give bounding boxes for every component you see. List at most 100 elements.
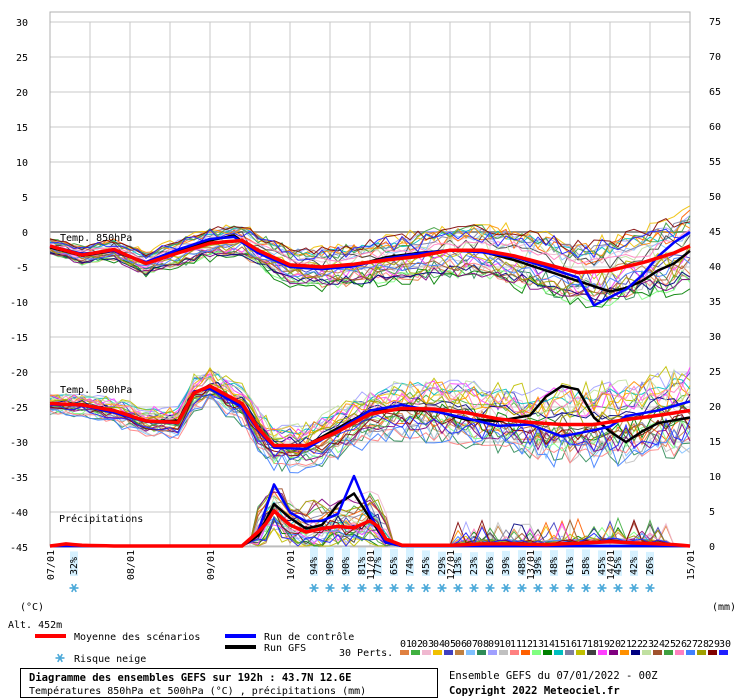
chart-labels: Temp. 850hPa Temp. 500hPa Précipitations… bbox=[8, 233, 736, 631]
member-t500-line bbox=[49, 388, 691, 454]
right-tick-label: 75 bbox=[709, 17, 721, 28]
legend-snow-label: Risque neige bbox=[74, 654, 146, 665]
right-tick-label: 65 bbox=[709, 87, 721, 98]
pert-color-swatch bbox=[422, 650, 431, 655]
snow-risk-label: 77% bbox=[373, 557, 384, 575]
snowflake-icon bbox=[389, 583, 399, 593]
pert-color-swatch bbox=[642, 650, 651, 655]
pert-number: 12 bbox=[521, 639, 533, 650]
main-series bbox=[49, 230, 691, 548]
pert-number: 08 bbox=[477, 639, 489, 650]
right-tick-label: 45 bbox=[709, 227, 721, 238]
pert-number: 23 bbox=[642, 639, 654, 650]
pert-color-swatch bbox=[521, 650, 530, 655]
pert-number: 11 bbox=[510, 639, 522, 650]
pert-number: 26 bbox=[675, 639, 687, 650]
left-tick-label: 25 bbox=[16, 53, 28, 64]
altitude-label: Alt. 452m bbox=[8, 620, 62, 631]
snow-risk-bar bbox=[454, 552, 462, 576]
pert-color-swatch bbox=[400, 650, 409, 655]
label-precip: Précipitations bbox=[59, 513, 143, 525]
x-tick-label: 14/01 bbox=[606, 550, 617, 580]
pert-number: 20 bbox=[609, 639, 621, 650]
legend-perts-label: 30 Perts. bbox=[339, 648, 393, 659]
snow-risk-label: 42% bbox=[629, 557, 640, 575]
pert-number: 04 bbox=[433, 639, 445, 650]
label-t850: Temp. 850hPa bbox=[60, 233, 132, 244]
right-tick-label: 30 bbox=[709, 332, 721, 343]
snow-risk-label: 58% bbox=[581, 557, 592, 575]
right-tick-label: 25 bbox=[709, 367, 721, 378]
snowflake-icon bbox=[437, 583, 447, 593]
snowflake-icon bbox=[565, 583, 575, 593]
left-tick-label: 30 bbox=[16, 18, 28, 29]
snow-risk-label: 26% bbox=[645, 557, 656, 575]
snow-risk-bar bbox=[486, 551, 494, 576]
left-tick-label: 10 bbox=[16, 158, 28, 169]
pert-color-swatch bbox=[609, 650, 618, 655]
legend-mean-label: Moyenne des scénarios bbox=[74, 631, 200, 643]
right-tick-label: 50 bbox=[709, 192, 721, 203]
snow-risk-label: 90% bbox=[325, 557, 336, 575]
pert-number: 22 bbox=[631, 639, 643, 650]
pert-color-swatch bbox=[455, 650, 464, 655]
pert-color-swatch bbox=[477, 650, 486, 655]
snow-risk-bar bbox=[390, 548, 398, 576]
x-tick-label: 07/01 bbox=[46, 550, 57, 580]
member-t500-line bbox=[49, 395, 691, 460]
x-tick-label: 09/01 bbox=[206, 550, 217, 580]
snowflake-icon bbox=[517, 583, 527, 593]
right-unit-label: (mm) bbox=[712, 602, 736, 613]
footer-copyright: Copyright 2022 Meteociel.fr bbox=[449, 685, 620, 697]
snow-risk-bar bbox=[374, 547, 382, 576]
pert-number: 10 bbox=[499, 639, 511, 650]
snow-risk-bar bbox=[70, 551, 78, 576]
right-tick-label: 15 bbox=[709, 437, 721, 448]
snowflake-icon bbox=[469, 583, 479, 593]
pert-color-swatch bbox=[565, 650, 574, 655]
pert-color-swatch bbox=[433, 650, 442, 655]
x-tick-label: 13/01 bbox=[526, 550, 537, 580]
snowflake-icon bbox=[55, 653, 65, 663]
snowflake-icon bbox=[357, 583, 367, 593]
snow-risk-row: 32% 94% 90% 90% 81% 77% 65% 74% 45% 29% 13% 23% 26% 3… bbox=[69, 546, 656, 593]
snowflake-icon bbox=[309, 583, 319, 593]
left-tick-label: -45 bbox=[10, 543, 28, 554]
snowflake-icon bbox=[645, 583, 655, 593]
snow-risk-label: 74% bbox=[405, 557, 416, 575]
member-t500-line bbox=[49, 392, 691, 474]
member-t500-line bbox=[49, 388, 691, 456]
x-tick-label: 12/01 bbox=[446, 550, 457, 580]
snow-risk-bar bbox=[550, 550, 558, 576]
pert-number: 07 bbox=[466, 639, 478, 650]
footer-title: Diagramme des ensembles GEFS sur 192h : … bbox=[29, 672, 352, 684]
left-tick-label: 15 bbox=[16, 123, 28, 134]
pert-number: 16 bbox=[565, 639, 577, 650]
pert-color-swatch bbox=[631, 650, 640, 655]
snow-risk-bar bbox=[502, 550, 510, 576]
mean-t850-line bbox=[49, 238, 691, 275]
member-t500-line bbox=[49, 373, 691, 435]
pert-number: 06 bbox=[455, 639, 467, 650]
pert-color-swatch bbox=[576, 650, 585, 655]
snow-risk-bar bbox=[598, 550, 606, 576]
snowflake-icon bbox=[549, 583, 559, 593]
pert-number: 21 bbox=[620, 639, 632, 650]
snow-risk-label: 48% bbox=[549, 557, 560, 575]
x-tick-label: 08/01 bbox=[126, 550, 137, 580]
snowflake-icon bbox=[501, 583, 511, 593]
pert-color-swatch bbox=[488, 650, 497, 655]
x-tick-label: 15/01 bbox=[686, 550, 697, 580]
pert-number: 09 bbox=[488, 639, 500, 650]
snow-risk-label: 29% bbox=[437, 557, 448, 575]
right-tick-label: 5 bbox=[709, 507, 715, 518]
pert-number: 18 bbox=[587, 639, 599, 650]
member-t850-line bbox=[49, 228, 691, 261]
member-t500-line bbox=[49, 393, 691, 461]
pert-color-swatch bbox=[466, 650, 475, 655]
pert-number: 24 bbox=[653, 639, 665, 650]
left-unit-label: (°C) bbox=[20, 602, 44, 613]
left-tick-label: 5 bbox=[22, 193, 28, 204]
snow-risk-label: 45% bbox=[421, 557, 432, 575]
snow-risk-label: 32% bbox=[69, 557, 80, 575]
